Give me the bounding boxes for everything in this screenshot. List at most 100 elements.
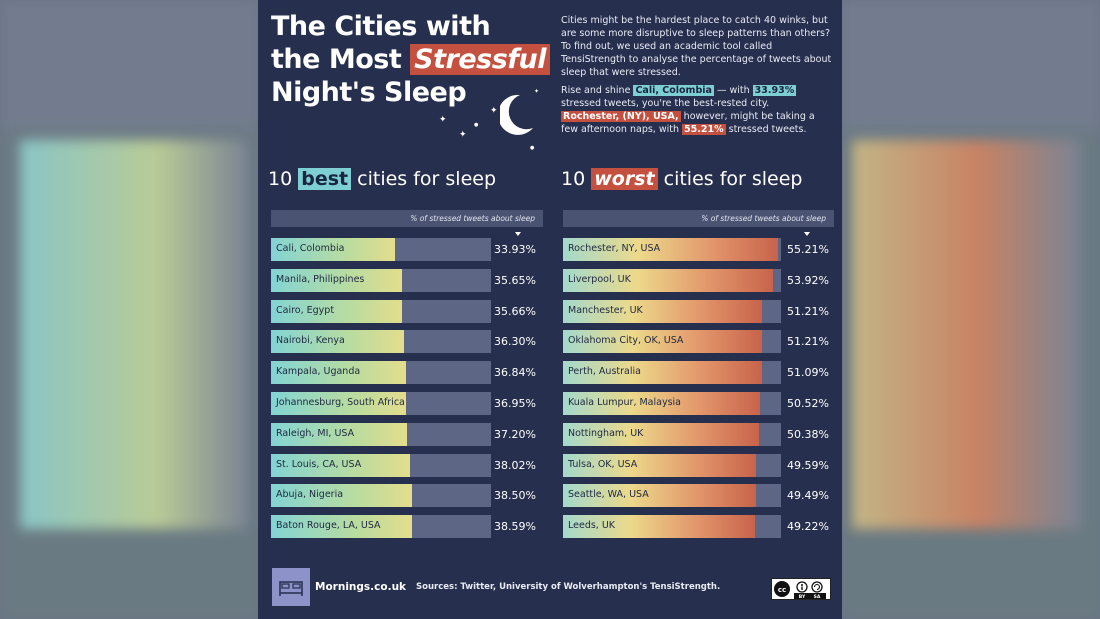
- bar-value-label: 49.59%: [787, 458, 829, 472]
- intro-paragraph-2: Rise and shine Cali, Colombia — with 33.…: [561, 85, 815, 135]
- bar-category-label: Abuja, Nigeria: [276, 489, 344, 501]
- intro-paragraph-1: Cities might be the hardest place to cat…: [561, 15, 832, 78]
- bar-category-label: St. Louis, CA, USA: [276, 458, 362, 470]
- bar-category-label: Baton Rouge, LA, USA: [276, 520, 381, 532]
- bar-value-label: 35.66%: [494, 304, 536, 318]
- bar-value-label: 49.49%: [787, 489, 829, 503]
- bar: [563, 453, 757, 477]
- bar-row: Manila, Philippines 35.65%: [271, 268, 561, 292]
- bar: [271, 238, 396, 261]
- infographic-poster: The Cities with the Most Stressful Night…: [258, 0, 842, 619]
- bar-category-label: Cairo, Egypt: [276, 304, 335, 316]
- worst-section-title: 10 worst cities for sleep: [561, 168, 803, 190]
- bar-value-label: 51.09%: [787, 366, 829, 380]
- star-icon: ✦: [459, 130, 467, 140]
- bar-row: Nottingham, UK 50.38%: [563, 422, 842, 446]
- title-highlight: Stressful: [410, 44, 550, 75]
- bar-category-label: Oklahoma City, OK, USA: [568, 335, 684, 347]
- creative-commons-icon: cc BY SA: [771, 578, 831, 600]
- bar-value-label: 53.92%: [787, 273, 829, 287]
- bar: [271, 268, 402, 292]
- bar-value-label: 36.30%: [494, 335, 536, 349]
- bar-value-label: 50.52%: [787, 397, 829, 410]
- sources-text: Sources: Twitter, University of Wolverha…: [416, 582, 721, 592]
- star-icon: ✦: [490, 106, 498, 116]
- sort-arrow-icon: [515, 232, 521, 236]
- page-title: The Cities with the Most Stressful Night…: [271, 10, 550, 109]
- bar-value-label: 49.22%: [787, 520, 829, 534]
- bar-value-label: 35.65%: [494, 273, 536, 287]
- bar-category-label: Nairobi, Kenya: [276, 335, 345, 347]
- title-line-3: Night's Sleep: [271, 77, 467, 108]
- bar: [271, 453, 411, 477]
- bar-value-label: 51.21%: [787, 335, 829, 349]
- worst-city-tag: Rochester, (NY), USA,: [561, 111, 681, 122]
- bar: [271, 299, 402, 323]
- bar: [271, 392, 407, 415]
- bar: [271, 484, 413, 508]
- star-icon: ✦: [439, 115, 447, 125]
- bar-row: Liverpool, UK 53.92%: [563, 268, 842, 292]
- star-icon: ●: [530, 145, 535, 151]
- title-line-1: The Cities with: [271, 11, 491, 42]
- bar-category-label: Leeds, UK: [568, 520, 616, 532]
- bed-icon: [272, 568, 310, 606]
- bar-value-label: 37.20%: [494, 427, 536, 441]
- bar-value-label: 51.21%: [787, 304, 829, 318]
- svg-text:cc: cc: [778, 586, 786, 594]
- bar-category-label: Johannesburg, South Africa: [276, 397, 405, 408]
- bar-row: Seattle, WA, USA 49.49%: [563, 484, 842, 508]
- bar-category-label: Manchester, UK: [568, 304, 643, 316]
- bar-row: Cairo, Egypt 35.66%: [271, 299, 561, 323]
- bar-value-label: 38.59%: [494, 520, 536, 534]
- bar-row: Abuja, Nigeria 38.50%: [271, 484, 561, 508]
- bar-row: Kampala, Uganda 36.84%: [271, 361, 561, 385]
- bar: [271, 422, 408, 446]
- bar-category-label: Seattle, WA, USA: [568, 489, 649, 501]
- bar-row: Tulsa, OK, USA 49.59%: [563, 453, 842, 477]
- bar-row: Raleigh, MI, USA 37.20%: [271, 422, 561, 446]
- bar-value-label: 38.02%: [494, 458, 536, 472]
- bar-row: Kuala Lumpur, Malaysia 50.52%: [563, 392, 842, 415]
- intro-text: Cities might be the hardest place to cat…: [561, 14, 833, 141]
- star-icon: ●: [474, 122, 479, 128]
- bar-value-label: 36.84%: [494, 366, 536, 380]
- bar-category-label: Kuala Lumpur, Malaysia: [568, 397, 681, 408]
- star-icon: ✦: [534, 88, 540, 95]
- bar: [563, 392, 760, 415]
- bar-category-label: Liverpool, UK: [568, 273, 631, 285]
- bar-value-label: 36.95%: [494, 397, 536, 410]
- bar-row: Baton Rouge, LA, USA 38.59%: [271, 515, 561, 539]
- bar-row: Leeds, UK 49.22%: [563, 515, 842, 539]
- bar-row: Cali, Colombia 33.93%: [271, 238, 561, 261]
- bar-category-label: Nottingham, UK: [568, 427, 644, 439]
- bar-row: Rochester, NY, USA 55.21%: [563, 238, 842, 261]
- svg-text:BY: BY: [799, 594, 806, 599]
- bar-row: Johannesburg, South Africa 36.95%: [271, 392, 561, 415]
- bar-category-label: Perth, Australia: [568, 366, 641, 378]
- moon-icon: [500, 94, 533, 135]
- title-line-2: the Most Stressful: [271, 43, 550, 76]
- bar: [563, 361, 762, 385]
- bar-row: Manchester, UK 51.21%: [563, 299, 842, 323]
- blurred-background-right: [842, 0, 1100, 619]
- bar: [563, 268, 773, 292]
- bar-category-label: Kampala, Uganda: [276, 366, 361, 378]
- best-pct-tag: 33.93%: [752, 85, 797, 96]
- bar-value-label: 33.93%: [494, 243, 536, 256]
- best-column-header: % of stressed tweets about sleep: [271, 210, 543, 227]
- bar-category-label: Tulsa, OK, USA: [568, 458, 638, 470]
- bar-row: Nairobi, Kenya 36.30%: [271, 330, 561, 354]
- bar: [271, 515, 413, 539]
- bar-category-label: Cali, Colombia: [276, 243, 345, 254]
- bar-value-label: 38.50%: [494, 489, 536, 503]
- bar-value-label: 50.38%: [787, 427, 829, 441]
- bar: [563, 330, 763, 354]
- best-city-tag: Cali, Colombia: [633, 85, 714, 96]
- bar: [563, 515, 755, 539]
- bar: [271, 361, 407, 385]
- bar-category-label: Raleigh, MI, USA: [276, 427, 355, 439]
- bar: [563, 299, 763, 323]
- bar-row: Oklahoma City, OK, USA 51.21%: [563, 330, 842, 354]
- bar-category-label: Manila, Philippines: [276, 273, 365, 285]
